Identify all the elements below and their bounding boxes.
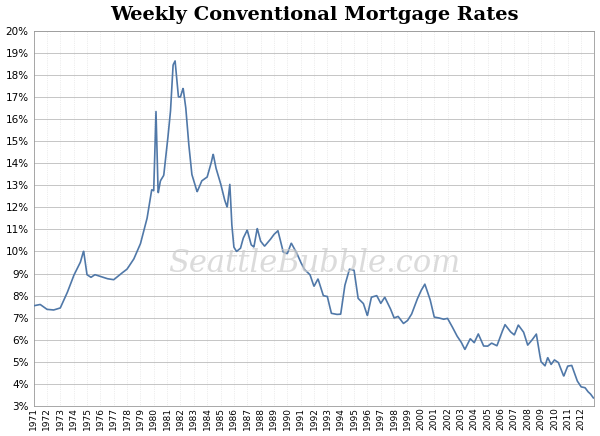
Text: SeattleBubble.com: SeattleBubble.com [168, 248, 460, 279]
Title: Weekly Conventional Mortgage Rates: Weekly Conventional Mortgage Rates [110, 6, 518, 24]
